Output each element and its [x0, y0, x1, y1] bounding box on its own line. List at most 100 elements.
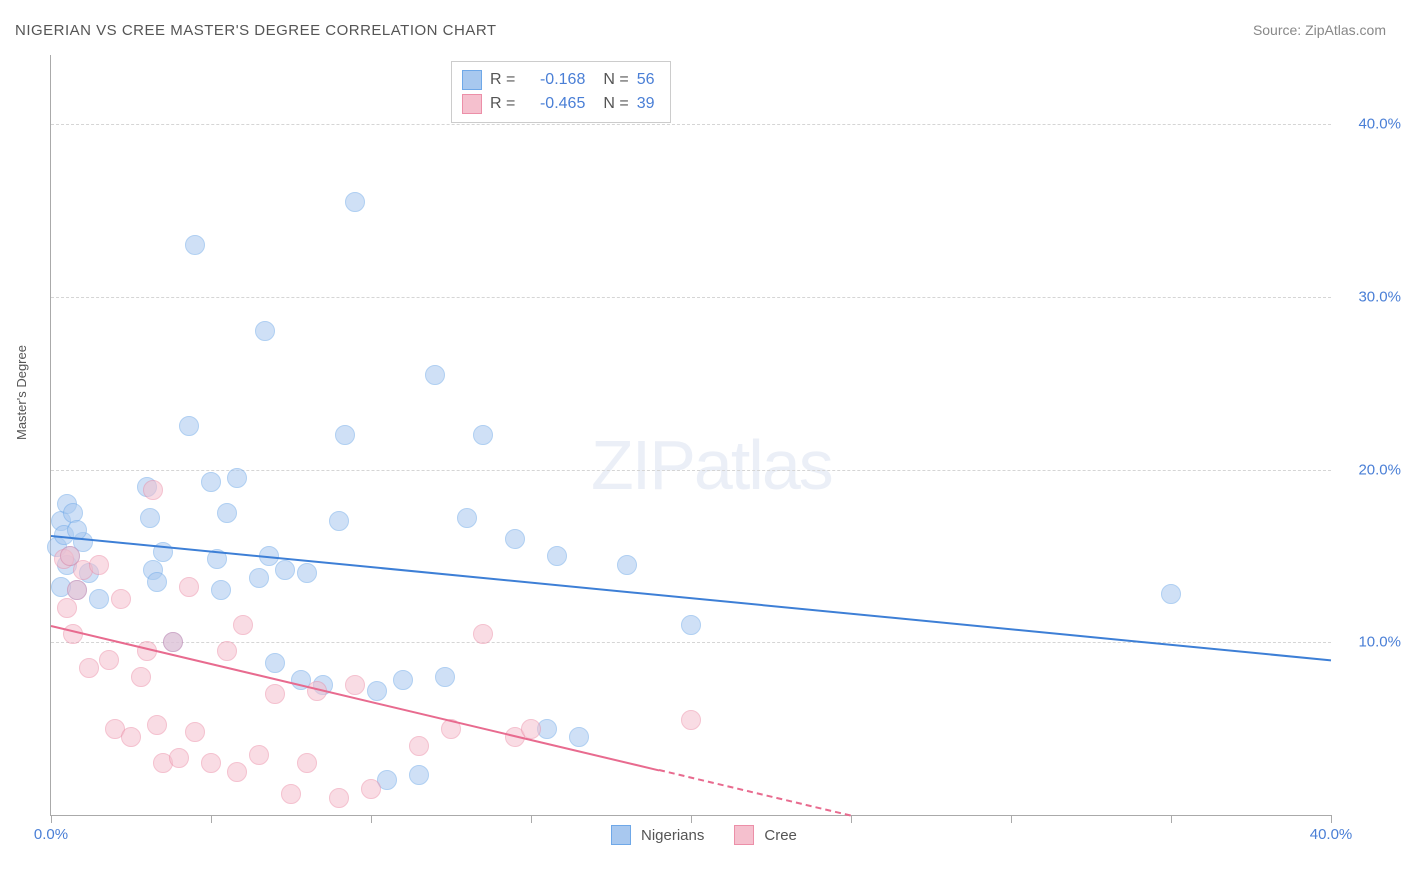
legend-r-value: -0.168 — [523, 71, 585, 89]
legend-label: Nigerians — [641, 827, 704, 844]
watermark-rest: atlas — [694, 426, 832, 504]
scatter-point — [547, 546, 567, 566]
scatter-point — [521, 719, 541, 739]
scatter-point — [233, 615, 253, 635]
scatter-point — [79, 658, 99, 678]
y-tick-label: 20.0% — [1358, 461, 1401, 478]
legend-r-value: -0.465 — [523, 95, 585, 113]
scatter-point — [569, 727, 589, 747]
x-tick — [371, 815, 372, 823]
scatter-point — [681, 710, 701, 730]
legend-n-label: N = — [603, 95, 628, 113]
scatter-point — [217, 641, 237, 661]
x-tick — [1011, 815, 1012, 823]
scatter-point — [143, 480, 163, 500]
scatter-point — [249, 568, 269, 588]
scatter-point — [163, 632, 183, 652]
scatter-point — [99, 650, 119, 670]
scatter-point — [329, 788, 349, 808]
scatter-point — [140, 508, 160, 528]
watermark: ZIPatlas — [591, 425, 832, 505]
x-tick — [531, 815, 532, 823]
x-tick — [51, 815, 52, 823]
scatter-point — [179, 416, 199, 436]
legend-row: R = -0.168 N = 56 — [462, 68, 654, 92]
trend-line — [659, 769, 851, 817]
legend-swatch — [462, 70, 482, 90]
scatter-point — [201, 472, 221, 492]
scatter-point — [367, 681, 387, 701]
legend-swatch — [462, 94, 482, 114]
gridline — [51, 297, 1331, 298]
scatter-point — [335, 425, 355, 445]
scatter-point — [265, 684, 285, 704]
scatter-point — [281, 784, 301, 804]
scatter-point — [169, 748, 189, 768]
scatter-point — [361, 779, 381, 799]
scatter-point — [681, 615, 701, 635]
scatter-point — [435, 667, 455, 687]
scatter-point — [345, 675, 365, 695]
scatter-point — [227, 762, 247, 782]
legend-n-label: N = — [603, 71, 628, 89]
scatter-point — [121, 727, 141, 747]
scatter-point — [227, 468, 247, 488]
y-tick-label: 10.0% — [1358, 634, 1401, 651]
legend-r-label: R = — [490, 95, 515, 113]
scatter-point — [505, 529, 525, 549]
scatter-point — [57, 598, 77, 618]
legend-n-value: 39 — [637, 95, 655, 113]
x-tick — [1331, 815, 1332, 823]
series-legend: Nigerians Cree — [611, 825, 817, 845]
scatter-point — [249, 745, 269, 765]
scatter-point — [255, 321, 275, 341]
x-tick-label: 0.0% — [34, 826, 68, 843]
y-tick-label: 40.0% — [1358, 116, 1401, 133]
scatter-point — [179, 577, 199, 597]
legend-swatch — [611, 825, 631, 845]
y-tick-label: 30.0% — [1358, 288, 1401, 305]
trend-line — [51, 625, 659, 771]
legend-row: R = -0.465 N = 39 — [462, 92, 654, 116]
scatter-point — [297, 563, 317, 583]
scatter-point — [473, 425, 493, 445]
x-tick — [211, 815, 212, 823]
x-tick — [1171, 815, 1172, 823]
scatter-point — [329, 511, 349, 531]
scatter-point — [425, 365, 445, 385]
scatter-point — [409, 736, 429, 756]
scatter-point — [201, 753, 221, 773]
scatter-point — [393, 670, 413, 690]
x-tick-label: 40.0% — [1310, 826, 1353, 843]
scatter-point — [1161, 584, 1181, 604]
gridline — [51, 124, 1331, 125]
scatter-point — [185, 722, 205, 742]
scatter-point — [297, 753, 317, 773]
chart-title: NIGERIAN VS CREE MASTER'S DEGREE CORRELA… — [15, 22, 497, 39]
plot-area: ZIPatlas 10.0%20.0%30.0%40.0%0.0%40.0%R … — [50, 55, 1331, 816]
scatter-point — [147, 715, 167, 735]
scatter-point — [89, 555, 109, 575]
scatter-point — [345, 192, 365, 212]
legend-label: Cree — [764, 827, 797, 844]
scatter-point — [473, 624, 493, 644]
scatter-point — [217, 503, 237, 523]
scatter-point — [111, 589, 131, 609]
scatter-point — [67, 580, 87, 600]
source-attribution: Source: ZipAtlas.com — [1253, 22, 1386, 38]
scatter-point — [185, 235, 205, 255]
chart-container: NIGERIAN VS CREE MASTER'S DEGREE CORRELA… — [0, 0, 1406, 892]
legend-swatch — [734, 825, 754, 845]
legend-r-label: R = — [490, 71, 515, 89]
scatter-point — [275, 560, 295, 580]
scatter-point — [265, 653, 285, 673]
watermark-bold: ZIP — [591, 426, 694, 504]
legend-n-value: 56 — [637, 71, 655, 89]
y-axis-label: Master's Degree — [14, 345, 29, 440]
scatter-point — [409, 765, 429, 785]
scatter-point — [617, 555, 637, 575]
correlation-legend: R = -0.168 N = 56 R = -0.465 N = 39 — [451, 61, 671, 123]
x-tick — [851, 815, 852, 823]
scatter-point — [457, 508, 477, 528]
scatter-point — [211, 580, 231, 600]
